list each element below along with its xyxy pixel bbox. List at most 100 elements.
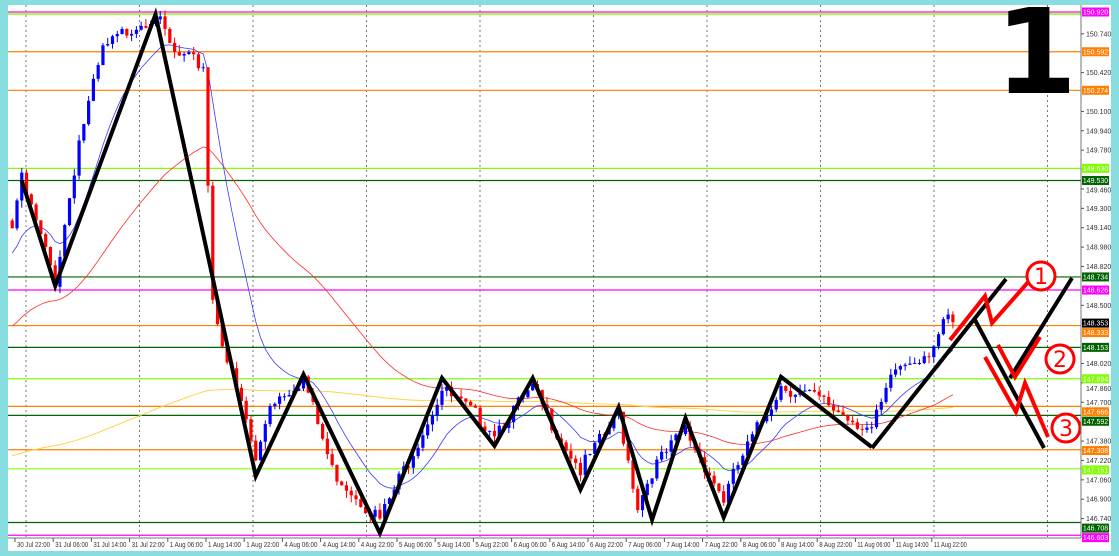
time-tick-label: 1 Aug 06:00 — [170, 542, 203, 549]
zigzag-line — [19, 7, 873, 539]
candle-body — [168, 28, 172, 43]
level-price-label: 150.592 — [1083, 49, 1108, 56]
scenario-1-label: 1 — [1034, 265, 1048, 290]
candle-body — [387, 498, 392, 504]
candle-body — [631, 460, 635, 489]
time-tick-label: 8 Aug 22:00 — [819, 542, 852, 549]
candle-body — [683, 426, 688, 435]
candle-body — [865, 427, 869, 430]
scenario-1-path — [948, 278, 1032, 342]
candle-body — [846, 415, 850, 421]
time-tick-label: 11 Aug 06:00 — [857, 542, 890, 549]
chart-number-label: 1 — [995, 0, 1077, 121]
zigzag — [19, 7, 873, 539]
candle-body — [564, 442, 568, 451]
level-price-label: 149.630 — [1083, 166, 1108, 173]
horizontal-levels — [8, 11, 1081, 536]
candle-body — [569, 450, 573, 459]
candle-body — [884, 387, 888, 402]
candle-body — [53, 265, 57, 287]
price-tick-label: 148.500 — [1086, 303, 1111, 310]
price-tick-label: 149.780 — [1086, 148, 1111, 155]
candle-body — [722, 491, 726, 503]
candle-body — [674, 434, 678, 441]
candle-body — [144, 25, 148, 28]
time-tick-label: 6 Aug 22:00 — [590, 542, 623, 549]
candle-body — [254, 440, 258, 461]
candle-body — [660, 451, 664, 460]
candle-body — [130, 33, 134, 36]
candle-body — [445, 386, 449, 391]
candle-body — [373, 509, 377, 517]
level-price-tag — [1082, 163, 1109, 173]
candle-body — [225, 346, 229, 363]
candle-body — [664, 451, 668, 453]
candle-body — [335, 465, 339, 482]
price-tick-label: 148.020 — [1086, 361, 1111, 368]
level-price-label: 146.708 — [1083, 526, 1108, 533]
candle-body — [363, 506, 368, 514]
level-price-tag — [1082, 328, 1109, 338]
candle-body — [421, 435, 425, 448]
candle-body — [106, 44, 110, 46]
candle-body — [712, 475, 716, 484]
candle-body — [669, 440, 673, 452]
candle-body — [278, 396, 282, 404]
candle-body — [808, 390, 812, 392]
candle-body — [244, 400, 248, 420]
candle-body — [755, 422, 759, 435]
candle-body — [946, 314, 950, 320]
candle-body — [860, 428, 864, 430]
level-price-label: 148.153 — [1083, 345, 1108, 352]
candle-body — [48, 247, 53, 266]
candle-body — [913, 363, 917, 365]
candle-body — [134, 29, 138, 34]
candle-body — [10, 220, 14, 229]
candle-body — [406, 466, 411, 468]
candle-body — [497, 425, 501, 437]
candle-body — [187, 52, 191, 54]
price-tick-label: 147.380 — [1086, 439, 1111, 446]
candle-body — [115, 33, 119, 37]
candle-body — [870, 427, 874, 429]
candle-body — [192, 52, 196, 55]
time-tick-label: 7 Aug 06:00 — [628, 542, 661, 549]
candle-body — [750, 434, 754, 442]
time-tick-label: 31 Jul 22:00 — [132, 542, 165, 549]
price-tick-label: 149.460 — [1086, 187, 1111, 194]
level-price-label: 147.666 — [1083, 409, 1108, 416]
candle-body — [745, 441, 750, 456]
candle-body — [172, 42, 177, 53]
level-price-tag — [1082, 533, 1109, 543]
projection-down-line — [973, 319, 1046, 449]
candle-body — [741, 455, 745, 466]
candle-body — [196, 54, 201, 69]
scenario-2-marker: 2 — [1044, 343, 1076, 375]
candle-body — [636, 488, 640, 511]
candle-body — [96, 65, 100, 79]
candle-body — [583, 454, 587, 476]
candle-body — [349, 490, 353, 496]
candle-body — [91, 78, 95, 101]
candle-body — [282, 396, 286, 398]
price-tick-label: 146.900 — [1086, 497, 1111, 504]
candle-body — [769, 409, 774, 417]
candle-body — [72, 175, 76, 199]
time-axis: 30 Jul 22:00 31 Jul 06:00 31 Jul 14:00 31 J… — [14, 538, 967, 549]
candle-body — [125, 29, 129, 36]
candle-body — [774, 399, 778, 410]
candle-body — [63, 225, 67, 257]
candle-body — [139, 25, 143, 30]
candle-body — [77, 140, 81, 176]
candle-body — [182, 53, 186, 56]
candle-body — [469, 401, 473, 406]
candle-body — [158, 16, 162, 20]
time-tick-label: 31 Jul 06:00 — [55, 542, 88, 549]
candle-body — [15, 200, 19, 229]
scenario-3-path — [983, 356, 1050, 438]
candle-body — [640, 495, 645, 511]
candles — [10, 10, 955, 524]
candle-body — [917, 363, 922, 365]
candle-body — [841, 412, 845, 416]
